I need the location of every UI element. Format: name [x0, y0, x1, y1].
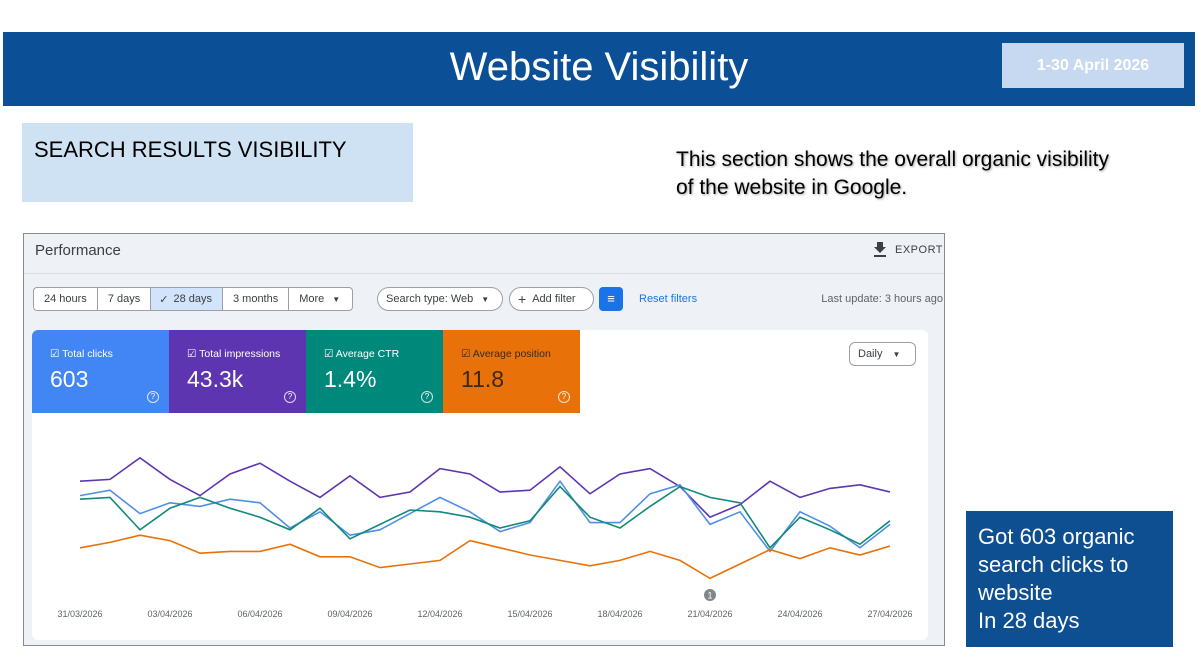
metric-value: 1.4% — [324, 366, 377, 392]
x-tick-label: 12/04/2026 — [417, 609, 462, 619]
metric-card[interactable]: ☑ Average CTR 1.4%? — [306, 330, 443, 413]
metric-label: ☑ Total clicks — [50, 348, 113, 360]
granularity[interactable]: Daily ▼ — [849, 342, 916, 366]
last-update: Last update: 3 hours ago — [821, 293, 943, 305]
range-button[interactable]: More ▼ — [289, 288, 350, 310]
x-tick-label: 27/04/2026 — [867, 609, 912, 619]
range-label: 28 days — [173, 293, 212, 305]
range-button[interactable]: 7 days — [98, 288, 152, 310]
header-bar — [3, 32, 1195, 106]
metric-value: 603 — [50, 366, 89, 392]
caret: ▼ — [481, 294, 490, 304]
range-label: More — [299, 293, 325, 305]
help-icon: ? — [147, 391, 159, 403]
range-button-selected[interactable]: ✓ 28 days — [151, 288, 223, 310]
series-line — [79, 456, 891, 519]
section-description: This section shows the overall organic v… — [676, 146, 1109, 202]
x-tick-label: 21/04/2026 — [687, 609, 732, 619]
date-range: 1-30 April 2026 — [1002, 43, 1184, 88]
search-type-label: Search type: Web — [386, 293, 474, 305]
series-line — [79, 485, 891, 550]
plus-icon: + — [518, 291, 527, 307]
x-tick-label: 06/04/2026 — [237, 609, 282, 619]
section-box — [22, 123, 413, 202]
add-filter[interactable]: + Add filter — [509, 287, 594, 311]
metric-label: ☑ Total impressions — [187, 348, 281, 360]
help-icon: ? — [421, 391, 433, 403]
caret: ▼ — [332, 294, 341, 304]
perf-title: Performance — [35, 242, 121, 259]
section-label: SEARCH RESULTS VISIBILITY — [34, 137, 347, 162]
x-tick-label: 24/04/2026 — [777, 609, 822, 619]
callout-line: search clicks to — [978, 552, 1129, 577]
metric-label-text: Average CTR — [335, 348, 400, 360]
callout-line: In 28 days — [978, 608, 1080, 633]
caret: ▼ — [892, 349, 901, 359]
slide-title: Website Visibility — [449, 45, 749, 89]
series-line — [79, 534, 891, 580]
help-icon: ? — [558, 391, 570, 403]
metric-value: 43.3k — [187, 366, 244, 392]
range-button[interactable]: 3 months — [223, 288, 290, 310]
description-line: of the website in Google. — [676, 176, 908, 199]
metric-label-text: Average position — [472, 348, 551, 360]
granularity-label: Daily — [858, 348, 883, 360]
filter-icon-button[interactable]: ≡ — [599, 287, 623, 311]
metric-label-text: Total clicks — [62, 348, 113, 360]
metric-card[interactable]: ☑ Average position 11.8? — [443, 330, 580, 413]
x-tick-label: 15/04/2026 — [507, 609, 552, 619]
range-button[interactable]: 24 hours — [34, 288, 98, 310]
callout-box: Got 603 organic search clicks to website… — [966, 511, 1173, 647]
check-icon: ✓ — [159, 293, 169, 306]
export-button[interactable]: EXPORT — [895, 244, 944, 256]
metric-card[interactable]: ☑ Total impressions 43.3k? — [169, 330, 306, 413]
metric-label-text: Total impressions — [199, 348, 281, 360]
add-filter-label: Add filter — [532, 293, 576, 305]
x-tick-label: 31/03/2026 — [57, 609, 102, 619]
range-group: 24 hours 7 days ✓ 28 days 3 months More ▼ — [33, 287, 353, 311]
description-line: This section shows the overall organic v… — [676, 148, 1110, 171]
x-tick-label: 03/04/2026 — [147, 609, 192, 619]
metric-label: ☑ Average position — [461, 348, 551, 360]
annotation-marker — [704, 589, 716, 601]
x-tick-label: 09/04/2026 — [327, 609, 372, 619]
x-tick-label: 18/04/2026 — [597, 609, 642, 619]
divider — [24, 273, 944, 274]
help-icon: ? — [284, 391, 296, 403]
annotation-label: 1 — [707, 591, 712, 601]
metric-card[interactable]: ☑ Total clicks 603? — [32, 330, 169, 413]
search-type[interactable]: Search type: Web ▼ — [377, 287, 503, 311]
export-icon — [874, 242, 886, 257]
metric-value: 11.8 — [461, 366, 505, 392]
series-line — [79, 479, 891, 553]
reset-filters[interactable]: Reset filters — [639, 293, 698, 305]
callout-line: Got 603 organic — [978, 524, 1135, 549]
line-chart: 31/03/2026 03/04/2026 06/04/2026 09/04/2026… — [57, 456, 913, 619]
metric-label: ☑ Average CTR — [324, 348, 400, 360]
callout-line: website — [978, 580, 1053, 605]
